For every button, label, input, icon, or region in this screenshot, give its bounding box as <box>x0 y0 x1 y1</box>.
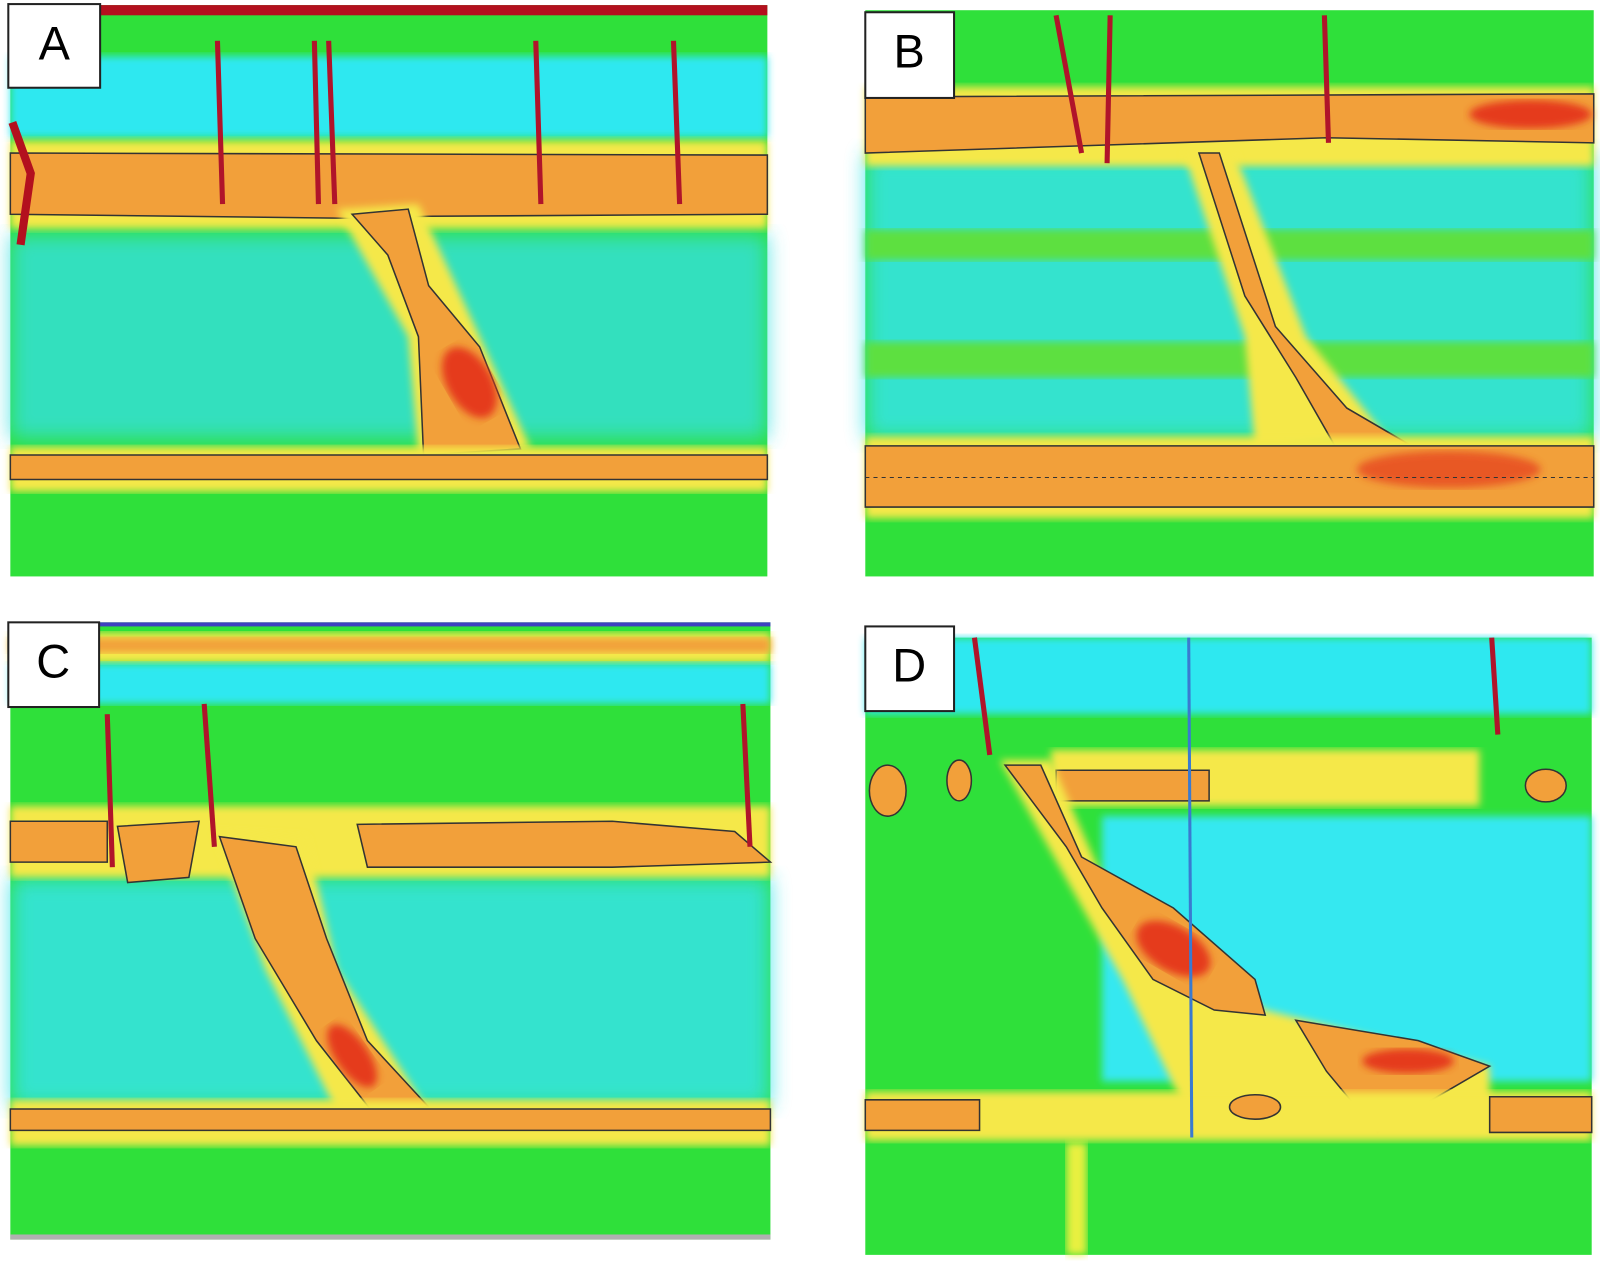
panel-c: C <box>7 621 773 1240</box>
panel-d: D <box>864 625 1593 1255</box>
panel-label: C <box>36 636 70 688</box>
panel-label: B <box>894 25 925 77</box>
panel-label: A <box>39 17 71 69</box>
panel-a: A <box>7 3 769 577</box>
panel-b: B <box>864 10 1595 577</box>
panel-label: D <box>892 640 926 692</box>
